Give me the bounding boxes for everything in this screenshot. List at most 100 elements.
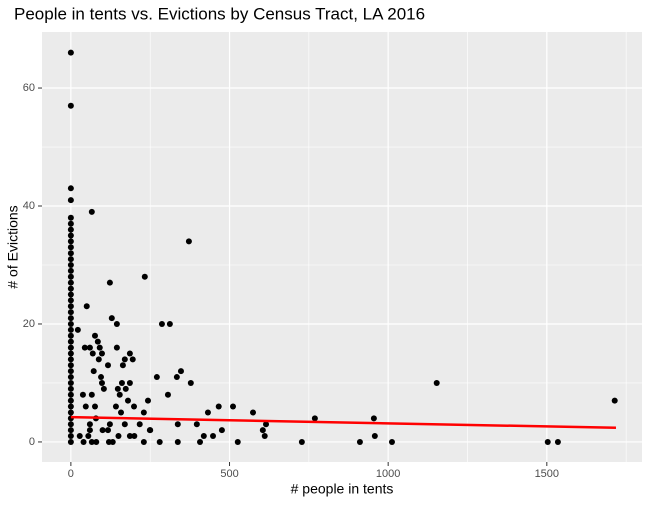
point [261, 433, 268, 440]
point [67, 244, 74, 251]
point [98, 379, 105, 386]
point [67, 320, 74, 327]
point [86, 421, 93, 428]
point [263, 421, 270, 428]
point [67, 49, 74, 56]
point [94, 338, 101, 345]
point [67, 267, 74, 274]
point [67, 409, 74, 416]
point [67, 368, 74, 375]
point [115, 433, 122, 440]
point [108, 315, 115, 322]
y-tick-label: 0 [29, 436, 35, 448]
point [76, 433, 83, 440]
point [67, 391, 74, 398]
plot-panel [42, 32, 642, 462]
point [124, 397, 131, 404]
chart-title: People in tents vs. Evictions by Census … [14, 4, 425, 23]
point [200, 433, 207, 440]
point [106, 421, 113, 428]
point [67, 185, 74, 192]
point [104, 362, 111, 369]
point [74, 326, 81, 333]
point [193, 421, 200, 428]
x-tick-label: 1000 [376, 468, 400, 480]
point [99, 427, 106, 434]
point [90, 368, 97, 375]
point [88, 438, 95, 445]
point [67, 291, 74, 298]
point [67, 256, 74, 263]
point [113, 344, 120, 351]
point [121, 421, 128, 428]
point [122, 385, 129, 392]
y-tick-label: 60 [23, 82, 35, 94]
point [95, 356, 102, 363]
point [67, 303, 74, 310]
point [80, 438, 87, 445]
point [433, 379, 440, 386]
point [67, 338, 74, 345]
point [144, 397, 151, 404]
point [249, 409, 256, 416]
point [67, 315, 74, 322]
y-tick-label: 40 [23, 200, 35, 212]
point [121, 356, 128, 363]
point [311, 415, 318, 422]
point [204, 409, 211, 416]
point [67, 350, 74, 357]
point [126, 350, 133, 357]
point [67, 332, 74, 339]
point [371, 433, 378, 440]
point [67, 397, 74, 404]
point [96, 344, 103, 351]
point [388, 438, 395, 445]
point [98, 374, 105, 381]
x-tick-label: 1500 [535, 468, 559, 480]
point [100, 385, 107, 392]
point [185, 238, 192, 245]
point [81, 344, 88, 351]
point [91, 332, 98, 339]
point [86, 344, 93, 351]
point [98, 350, 105, 357]
point [67, 232, 74, 239]
point [259, 427, 266, 434]
point [113, 320, 120, 327]
point [554, 438, 561, 445]
point [67, 279, 74, 286]
point [544, 438, 551, 445]
point [131, 403, 138, 410]
point [67, 285, 74, 292]
point [67, 297, 74, 304]
point [93, 438, 100, 445]
point [67, 226, 74, 233]
point [67, 250, 74, 257]
point [126, 379, 133, 386]
point [67, 379, 74, 386]
point [67, 220, 74, 227]
point [187, 379, 194, 386]
point [85, 433, 92, 440]
point [88, 391, 95, 398]
point [114, 385, 121, 392]
point [67, 403, 74, 410]
point [356, 438, 363, 445]
point [147, 427, 154, 434]
point [141, 273, 148, 280]
point [126, 433, 133, 440]
y-tick-label: 20 [23, 318, 35, 330]
point [177, 368, 184, 375]
point [67, 421, 74, 428]
point [67, 362, 74, 369]
point [67, 197, 74, 204]
point [89, 350, 96, 357]
point [166, 320, 173, 327]
point [67, 438, 74, 445]
point [67, 238, 74, 245]
point [106, 279, 113, 286]
point [298, 438, 305, 445]
x-tick-label: 500 [220, 468, 238, 480]
point [67, 374, 74, 381]
point [82, 403, 89, 410]
